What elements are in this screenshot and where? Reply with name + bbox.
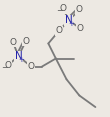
Text: O: O [60, 4, 67, 13]
Text: O: O [56, 26, 63, 35]
Text: +: + [18, 57, 24, 63]
Text: −: − [1, 63, 7, 72]
Text: +: + [68, 21, 74, 27]
Text: O: O [4, 61, 11, 70]
Text: O: O [10, 38, 16, 47]
Text: O: O [28, 62, 35, 71]
Text: −: − [56, 6, 63, 15]
Text: O: O [77, 24, 84, 33]
Text: N: N [65, 15, 72, 25]
Text: O: O [22, 37, 29, 46]
Text: N: N [15, 51, 22, 61]
Text: O: O [76, 5, 83, 14]
